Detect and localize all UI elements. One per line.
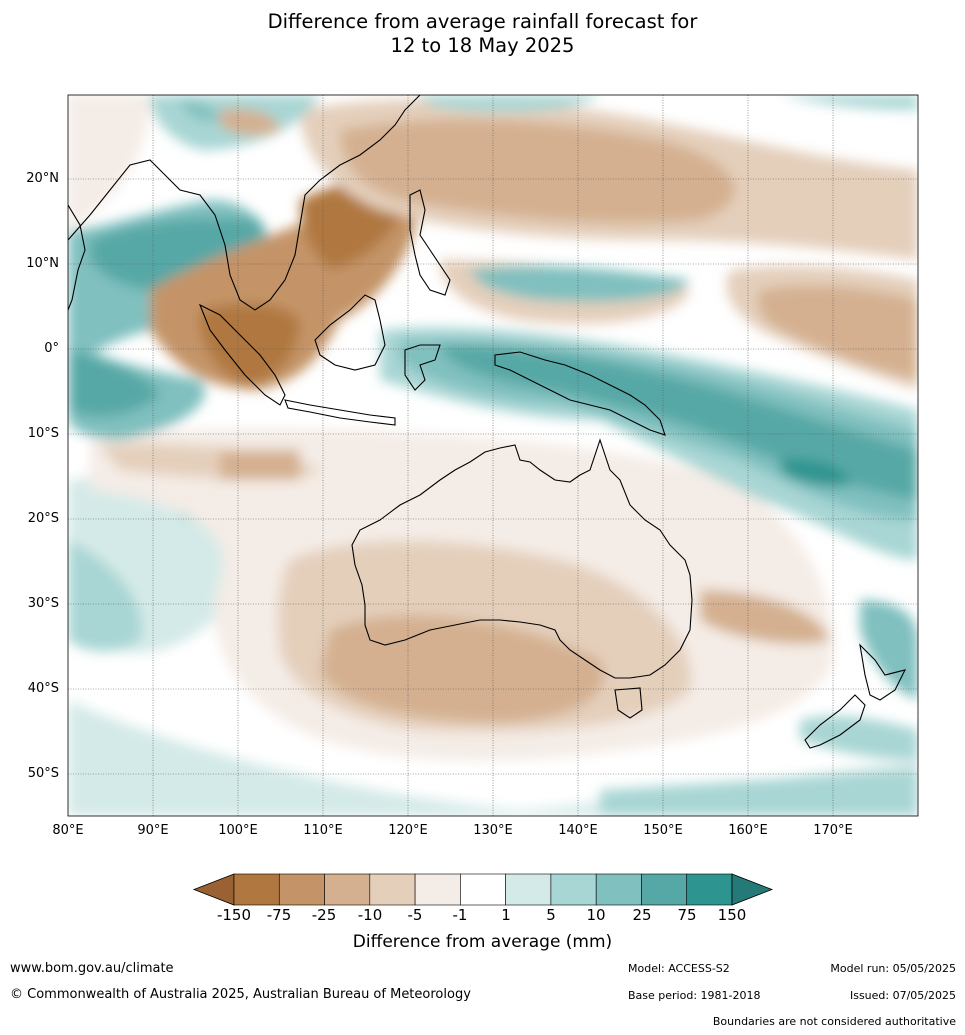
lon-label-160e: 160°E [728,823,768,838]
colorbar-swatch [233,873,280,906]
lat-label-20s: 20°S [27,511,59,526]
lon-label-130e: 130°E [473,823,513,838]
tasmania-coast [614,687,643,719]
australia-coast [351,438,693,679]
colorbar-tick-12: 150 [717,906,747,924]
colorbar-extend-high [731,873,774,906]
colorbar-extend-low [192,873,235,906]
lat-label-10s: 10°S [27,426,59,441]
india-coast [68,204,86,311]
colorbar-tick-11: 75 [677,906,697,924]
nz-south-coast [804,694,866,749]
lat-label-20n: 20°N [26,171,59,186]
colorbar-tick-2: -75 [266,906,292,924]
model-name: Model: ACCESS-S2 [628,962,730,975]
map-title: Difference from average rainfall forecas… [0,10,965,58]
coastlines [68,95,907,749]
issued-date: Issued: 07/05/2025 [849,989,956,1002]
colorbar-tick-5: -5 [407,906,423,924]
colorbar-swatch [369,873,416,906]
colorbar-tick-1: -150 [216,906,252,924]
gridlines [68,95,918,816]
java-coast [284,399,396,426]
colorbar-tick-10: 25 [632,906,652,924]
colorbar [192,873,774,906]
lon-label-100e: 100°E [218,823,258,838]
lon-label-80e: 80°E [52,823,84,838]
lat-label-40s: 40°S [27,681,59,696]
model-run-date: Model run: 05/05/2025 [830,962,956,975]
copyright-text: © Commonwealth of Australia 2025, Austra… [10,987,471,1002]
lat-label-30s: 30°S [27,596,59,611]
colorbar-swatch [595,873,642,906]
colorbar-tick-9: 10 [586,906,606,924]
sumatra-coast [198,303,286,406]
lon-label-150e: 150°E [643,823,683,838]
colorbar-tick-4: -10 [357,906,383,924]
colorbar-swatch [460,873,506,906]
colorbar-swatch [414,873,461,906]
colorbar-swatch [278,873,325,906]
nz-north-coast [859,643,907,701]
lat-label-10n: 10°N [26,256,59,271]
colorbar-label: Difference from average (mm) [352,932,613,952]
sulawesi-coast [404,344,441,391]
lon-label-90e: 90°E [137,823,169,838]
lon-label-170e: 170°E [813,823,853,838]
philippines-coast [409,189,451,296]
title-line-2: 12 to 18 May 2025 [390,34,575,57]
title-line-1: Difference from average rainfall forecas… [267,10,698,33]
asia-mainland-coast [68,95,421,311]
website-link[interactable]: www.bom.gov.au/climate [10,961,174,976]
lat-label-50s: 50°S [27,766,59,781]
colorbar-swatch [686,873,733,906]
colorbar-tick-6: -1 [452,906,468,924]
lon-label-120e: 120°E [388,823,428,838]
colorbar-swatch [641,873,688,906]
colorbar-tick-8: 5 [546,906,556,924]
colorbar-tick-7: 1 [501,906,511,924]
map-border [67,94,919,817]
base-period: Base period: 1981-2018 [628,989,761,1002]
colorbar-tick-3: -25 [311,906,337,924]
lon-label-110e: 110°E [303,823,343,838]
new-guinea-coast [494,351,666,436]
colorbar-swatch [550,873,597,906]
lat-label-0: 0° [44,341,59,356]
lon-label-140e: 140°E [558,823,598,838]
colorbar-swatch [324,873,371,906]
borneo-coast [314,294,386,371]
colorbar-swatch [505,873,552,906]
boundaries-disclaimer: Boundaries are not considered authoritat… [712,1015,956,1028]
